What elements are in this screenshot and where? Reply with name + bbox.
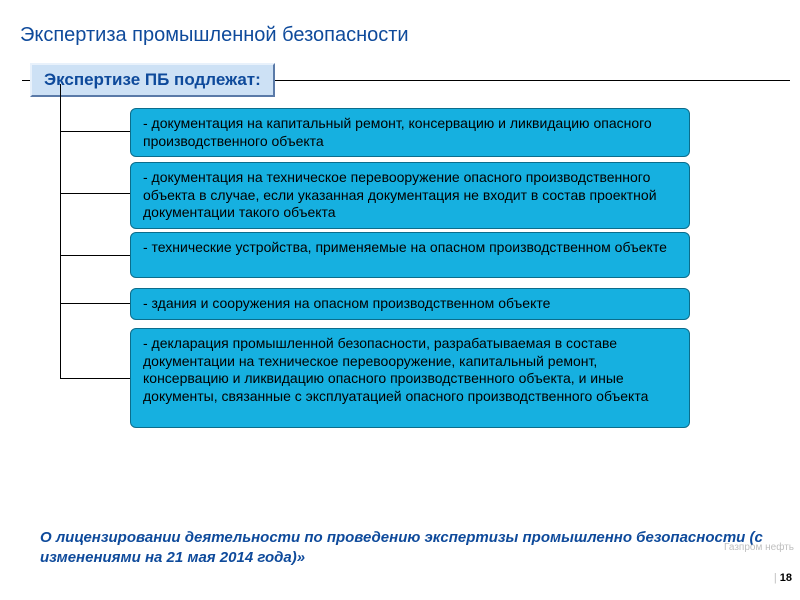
tree-node: - документация на капитальный ремонт, ко…	[130, 108, 690, 157]
tree-connector	[60, 303, 130, 304]
tree-connector	[60, 193, 130, 194]
tree-node: - здания и сооружения на опасном произво…	[130, 288, 690, 320]
tree-connector	[60, 378, 130, 379]
footer-note: О лицензировании деятельности по проведе…	[40, 528, 800, 567]
brand-text: Газпром нефть	[724, 542, 794, 553]
page-title: Экспертиза промышленной безопасности	[20, 24, 780, 47]
tree-node: - декларация промышленной безопасности, …	[130, 328, 690, 428]
slide: Экспертиза промышленной безопасности Экс…	[0, 0, 800, 600]
page-number-value: 18	[780, 572, 792, 584]
section-header: Экспертизе ПБ подлежат:	[30, 63, 275, 97]
tree-node: - технические устройства, применяемые на…	[130, 232, 690, 278]
tree-trunk	[60, 84, 61, 378]
page-number: | 18	[774, 572, 792, 584]
tree-connector	[60, 255, 130, 256]
tree-node: - документация на техническое перевооруж…	[130, 162, 690, 229]
tree-connector	[60, 131, 130, 132]
